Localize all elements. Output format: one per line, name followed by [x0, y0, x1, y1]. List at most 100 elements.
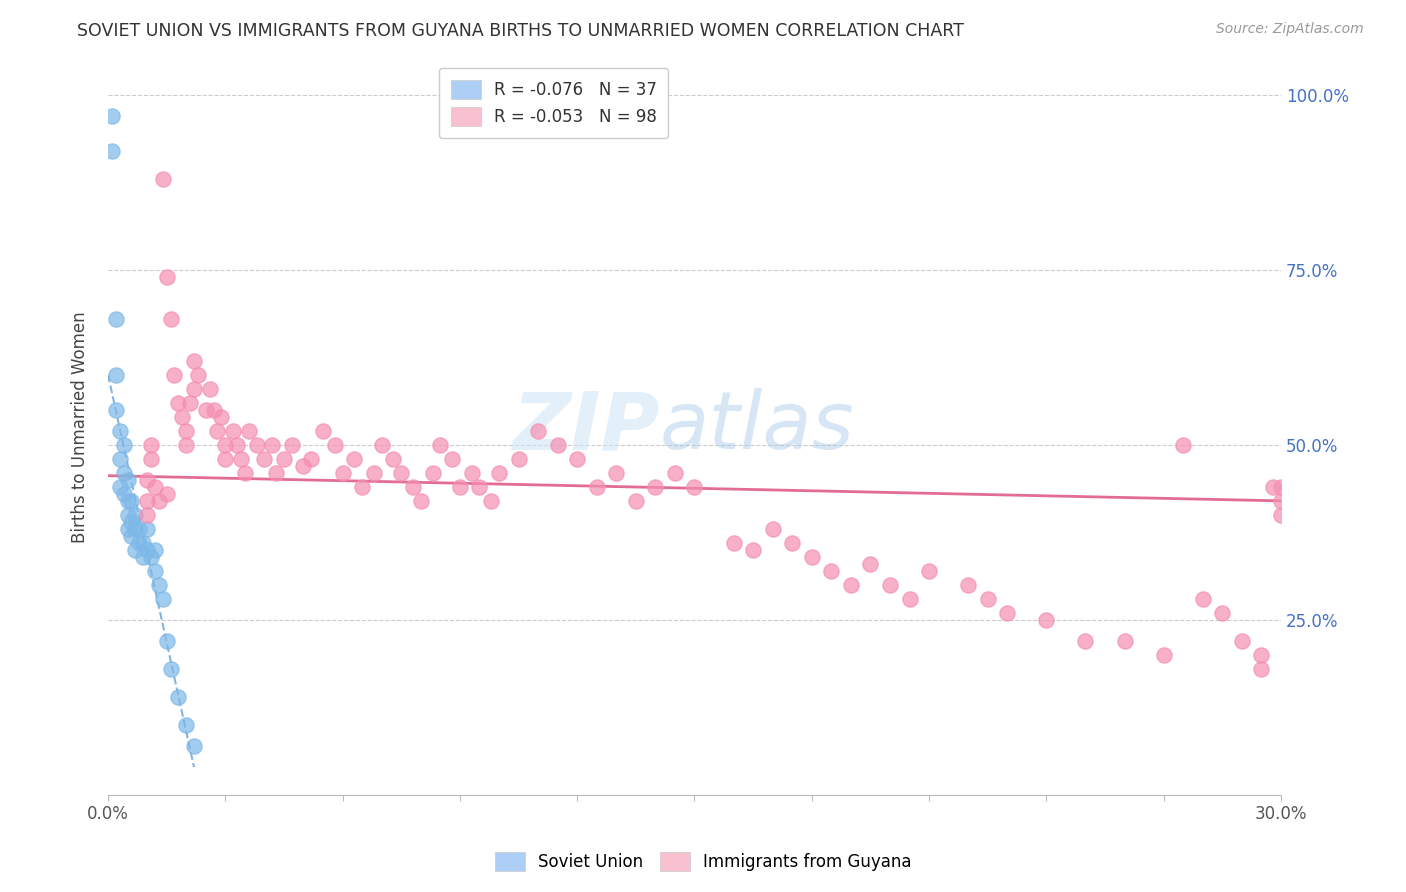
Point [172, 409, 194, 424]
Point [101, 109, 124, 123]
Point [245, 438, 267, 452]
Point [128, 522, 150, 536]
Point [1230, 634, 1253, 648]
Point [143, 564, 166, 578]
Point [136, 542, 159, 557]
Point [117, 522, 139, 536]
Point [879, 578, 901, 592]
Point [253, 451, 276, 466]
Text: ZIP: ZIP [512, 388, 659, 467]
Point [139, 451, 162, 466]
Point [117, 473, 139, 487]
Point [664, 466, 686, 480]
Point [136, 522, 159, 536]
Point [117, 508, 139, 522]
Point [198, 382, 221, 396]
Point [409, 494, 432, 508]
Point [468, 480, 491, 494]
Point [1270, 480, 1292, 494]
Y-axis label: Births to Unmarried Women: Births to Unmarried Women [72, 311, 89, 543]
Point [174, 438, 197, 452]
Point [262, 438, 284, 452]
Point [1270, 494, 1292, 508]
Point [112, 466, 135, 480]
Point [762, 522, 785, 536]
Point [449, 480, 471, 494]
Point [179, 396, 201, 410]
Point [233, 466, 256, 480]
Point [1250, 648, 1272, 662]
Point [977, 591, 1000, 606]
Point [918, 564, 941, 578]
Point [292, 458, 315, 473]
Point [859, 557, 882, 571]
Point [143, 542, 166, 557]
Point [159, 662, 181, 676]
Point [187, 368, 209, 382]
Point [194, 402, 217, 417]
Point [209, 409, 232, 424]
Point [479, 494, 502, 508]
Point [128, 536, 150, 550]
Text: atlas: atlas [659, 388, 853, 467]
Point [281, 438, 304, 452]
Point [343, 451, 366, 466]
Point [124, 522, 146, 536]
Point [136, 473, 159, 487]
Point [1114, 634, 1136, 648]
Point [1153, 648, 1175, 662]
Legend: Soviet Union, Immigrants from Guyana: Soviet Union, Immigrants from Guyana [486, 843, 920, 880]
Point [995, 606, 1018, 620]
Point [132, 549, 155, 564]
Point [108, 424, 131, 438]
Point [132, 536, 155, 550]
Point [1211, 606, 1233, 620]
Point [229, 451, 252, 466]
Point [156, 269, 179, 284]
Point [104, 311, 127, 326]
Point [104, 402, 127, 417]
Point [167, 690, 190, 704]
Point [108, 480, 131, 494]
Point [136, 508, 159, 522]
Point [202, 402, 225, 417]
Point [264, 466, 287, 480]
Point [957, 578, 980, 592]
Point [742, 542, 765, 557]
Point [644, 480, 666, 494]
Point [174, 424, 197, 438]
Point [148, 494, 170, 508]
Point [117, 494, 139, 508]
Point [1270, 508, 1292, 522]
Point [323, 438, 346, 452]
Point [152, 171, 174, 186]
Text: Source: ZipAtlas.com: Source: ZipAtlas.com [1216, 22, 1364, 37]
Point [547, 438, 569, 452]
Point [207, 424, 229, 438]
Point [389, 466, 412, 480]
Point [299, 451, 322, 466]
Point [143, 480, 166, 494]
Point [120, 515, 142, 529]
Point [120, 529, 142, 543]
Point [226, 438, 249, 452]
Point [1250, 662, 1272, 676]
Point [839, 578, 862, 592]
Point [429, 438, 451, 452]
Point [222, 424, 245, 438]
Point [238, 424, 260, 438]
Point [1035, 613, 1057, 627]
Point [148, 578, 170, 592]
Point [683, 480, 706, 494]
Point [139, 549, 162, 564]
Point [1173, 438, 1195, 452]
Point [488, 466, 510, 480]
Point [382, 451, 405, 466]
Point [112, 487, 135, 501]
Point [1074, 634, 1097, 648]
Point [567, 451, 589, 466]
Point [441, 451, 464, 466]
Point [508, 451, 530, 466]
Point [139, 438, 162, 452]
Point [332, 466, 354, 480]
